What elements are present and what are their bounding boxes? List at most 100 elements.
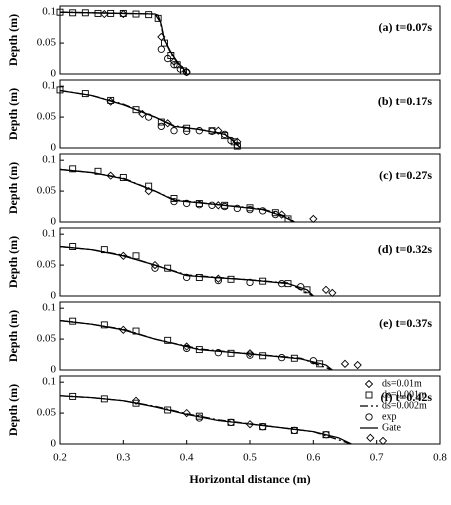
square-marker: [284, 215, 292, 223]
diamond-marker: [245, 420, 255, 429]
profile-line: [59, 319, 333, 371]
square-marker: [56, 86, 64, 94]
square-marker: [227, 349, 235, 357]
x-tick-label: 0.4: [180, 452, 194, 464]
x-tick-label: 0.7: [370, 452, 384, 464]
y-tick-label: 0.05: [37, 111, 57, 123]
diamond-marker: [245, 349, 255, 358]
legend-label: exp: [382, 411, 396, 422]
circle-marker: [170, 61, 178, 69]
legend-label: ds=0.01m: [382, 378, 422, 389]
legend-label: ds=0.001m: [382, 389, 427, 400]
circle-marker: [214, 349, 222, 357]
y-tick-label: 0.05: [37, 407, 57, 419]
diamond-marker: [100, 9, 109, 19]
plot-frame: [59, 227, 441, 297]
circle-marker: [195, 201, 203, 209]
circle-marker: [183, 199, 191, 208]
diamond-marker: [328, 288, 337, 298]
square-marker: [303, 286, 311, 294]
y-tick-label: 0: [51, 68, 57, 80]
y-axis-label: Depth (m): [6, 384, 20, 436]
circle-marker: [164, 54, 172, 63]
profile-line: [59, 89, 241, 149]
square-marker: [164, 336, 172, 344]
circle-marker: [246, 205, 254, 214]
panel-label: (d) t=0.32s: [378, 242, 433, 256]
y-tick-label: 0.05: [37, 185, 57, 197]
x-tick-label: 0.8: [433, 452, 447, 464]
circle-marker: [233, 141, 241, 150]
square-marker: [132, 106, 140, 114]
plot-frame: [59, 5, 441, 75]
profile-line: [59, 319, 333, 371]
diamond-marker: [321, 285, 331, 294]
y-axis-label: Depth (m): [6, 14, 20, 66]
circle-marker: [157, 45, 165, 53]
diamond-marker: [182, 408, 191, 418]
profile-line: [59, 245, 314, 297]
diamond-marker: [353, 360, 362, 370]
square-marker: [132, 252, 140, 260]
panel-label: (a) t=0.07s: [379, 20, 433, 34]
circle-marker: [246, 278, 254, 287]
legend-swatch: [365, 413, 373, 421]
panel-label: (b) t=0.17s: [378, 94, 433, 108]
y-tick-label: 0: [51, 438, 57, 450]
circle-marker: [170, 197, 178, 206]
legend-swatch: [365, 391, 373, 399]
profile-line: [59, 245, 314, 297]
circle-marker: [145, 113, 153, 121]
y-tick-label: 0.1: [42, 228, 56, 240]
circle-marker: [183, 68, 191, 76]
circle-marker: [157, 122, 165, 131]
square-marker: [195, 274, 203, 281]
diamond-marker: [131, 396, 141, 405]
diamond-marker: [119, 251, 128, 260]
diamond-marker: [182, 342, 191, 351]
circle-marker: [221, 202, 229, 211]
circle-marker: [246, 351, 254, 359]
y-tick-label: 0.05: [37, 37, 57, 49]
y-tick-label: 0: [51, 216, 57, 228]
circle-marker: [290, 426, 298, 435]
diamond-marker: [106, 171, 115, 180]
circle-marker: [233, 204, 241, 213]
plot-frame: [59, 79, 441, 149]
x-tick-label: 0.6: [306, 452, 320, 464]
y-axis-label: Depth (m): [6, 310, 20, 362]
diamond-marker: [214, 126, 223, 135]
circle-marker: [227, 136, 235, 145]
circle-marker: [195, 127, 203, 135]
x-axis-label: Horizontal distance (m): [189, 472, 310, 486]
y-axis-label: Depth (m): [6, 236, 20, 288]
circle-marker: [183, 344, 191, 353]
square-marker: [69, 243, 77, 250]
y-tick-label: 0.05: [37, 333, 57, 345]
y-tick-label: 0: [51, 364, 57, 376]
circle-marker: [208, 201, 216, 209]
circle-marker: [170, 127, 178, 135]
y-tick-label: 0: [51, 290, 57, 302]
y-axis-label: Depth (m): [6, 88, 20, 140]
diamond-marker: [277, 210, 286, 219]
panel-label: (c) t=0.27s: [379, 168, 432, 182]
y-tick-label: 0.05: [37, 259, 57, 271]
circle-marker: [259, 423, 267, 431]
y-tick-label: 0.1: [42, 80, 56, 92]
profile-line: [59, 395, 352, 445]
y-tick-label: 0.1: [42, 6, 56, 18]
diamond-marker: [309, 214, 318, 224]
y-tick-label: 0.1: [42, 302, 56, 314]
y-tick-label: 0.1: [42, 376, 56, 388]
diamond-marker: [378, 436, 388, 446]
diamond-marker: [340, 359, 350, 368]
profile-line: [59, 395, 352, 445]
panel-label: (e) t=0.37s: [379, 316, 432, 330]
square-marker: [145, 11, 153, 19]
square-marker: [69, 165, 77, 173]
plot-frame: [59, 153, 441, 223]
y-tick-label: 0.1: [42, 154, 56, 166]
y-tick-label: 0: [51, 142, 57, 154]
